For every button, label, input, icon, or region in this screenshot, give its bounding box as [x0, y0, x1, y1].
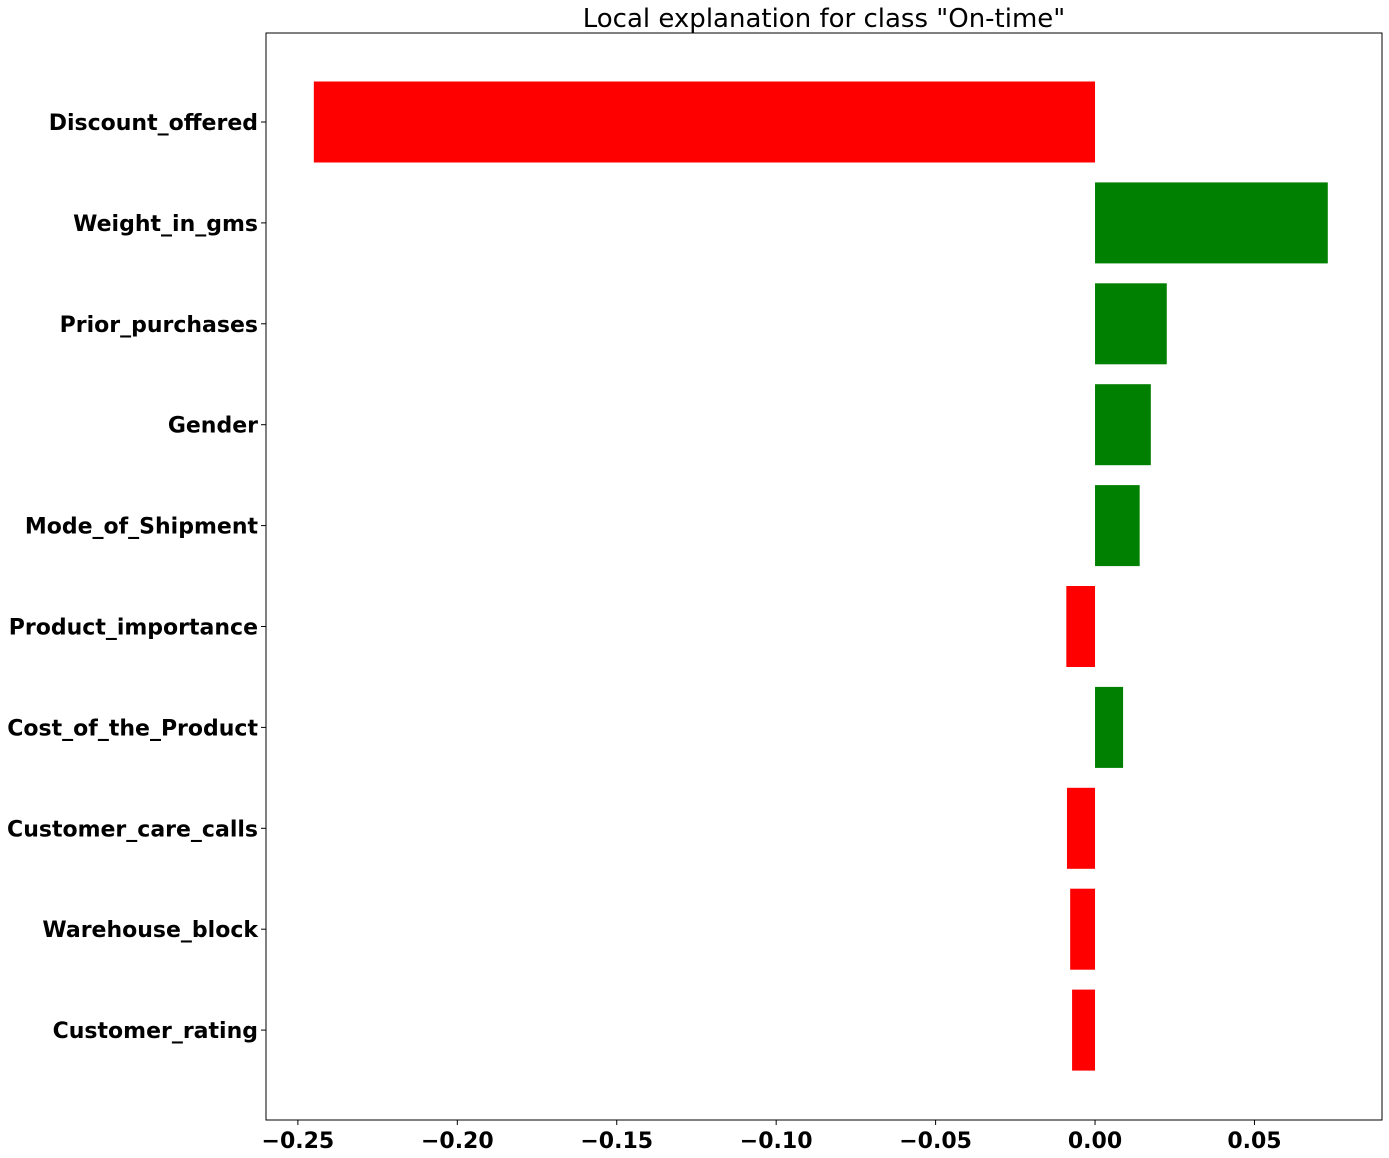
bar-prior-purchases — [1095, 283, 1167, 365]
y-tick-label: Gender — [168, 414, 258, 439]
bar-mode-of-shipment — [1095, 485, 1140, 567]
bar-product-importance — [1066, 586, 1096, 667]
x-tick-label: −0.10 — [740, 1129, 813, 1154]
bar-discount-offered — [313, 81, 1096, 163]
bar-weight-in-gms — [1095, 182, 1328, 264]
y-tick-label: Cost_of_the_Product — [7, 716, 258, 741]
y-tick-label: Warehouse_block — [42, 918, 259, 943]
x-tick-label: −0.15 — [580, 1129, 653, 1154]
y-tick-label: Product_importance — [9, 616, 258, 641]
y-tick-label: Discount_offered — [49, 111, 258, 136]
y-tick-label: Customer_rating — [53, 1019, 258, 1044]
chart-title: Local explanation for class "On-time" — [583, 4, 1066, 34]
bar-warehouse-block — [1070, 888, 1096, 970]
y-tick-label: Prior_purchases — [60, 313, 258, 338]
x-tick-label: 0.00 — [1068, 1129, 1122, 1154]
y-tick-label: Mode_of_Shipment — [25, 515, 259, 540]
x-tick-label: −0.20 — [421, 1129, 494, 1154]
y-tick-label: Weight_in_gms — [73, 212, 258, 237]
bar-customer-rating — [1072, 989, 1096, 1071]
x-tick-label: −0.25 — [262, 1129, 335, 1154]
y-tick-label: Customer_care_calls — [7, 817, 258, 842]
y-axis-labels: Discount_offered Weight_in_gms Prior_purch… — [7, 111, 266, 1044]
bar-cost-of-the-product — [1095, 686, 1124, 768]
bars-layer — [313, 81, 1328, 1071]
plot-frame — [265, 32, 1383, 1121]
x-tick-label: 0.05 — [1227, 1129, 1281, 1154]
x-axis-ticks: −0.25 −0.20 −0.15 −0.10 −0.05 0.00 0.05 — [262, 1120, 1282, 1154]
x-tick-label: −0.05 — [899, 1129, 972, 1154]
bar-customer-care-calls — [1066, 787, 1096, 869]
bar-gender — [1095, 384, 1151, 466]
